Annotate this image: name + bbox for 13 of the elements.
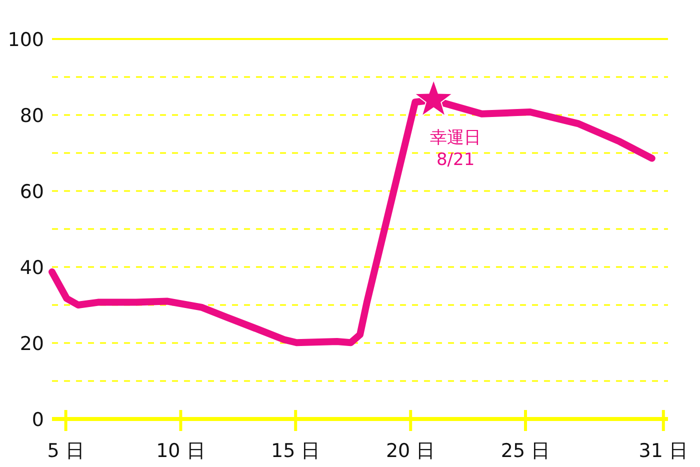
x-tick-label: 25 日 [500,440,550,462]
x-tick-label: 20 日 [386,440,436,462]
x-tick-label: 15 日 [271,440,320,462]
y-tick-label: 100 [8,29,44,51]
y-tick-label: 20 [20,333,44,355]
x-tick-label: 10 日 [156,440,206,462]
y-tick-label: 60 [20,181,44,203]
y-tick-label: 80 [20,105,44,127]
y-tick-label: 0 [32,409,44,431]
x-tick-label: 31 日 [638,440,688,462]
x-tick-label: 5 日 [47,440,84,462]
y-tick-label: 40 [20,257,44,279]
annotation: 幸運日 8/21 [430,128,482,170]
